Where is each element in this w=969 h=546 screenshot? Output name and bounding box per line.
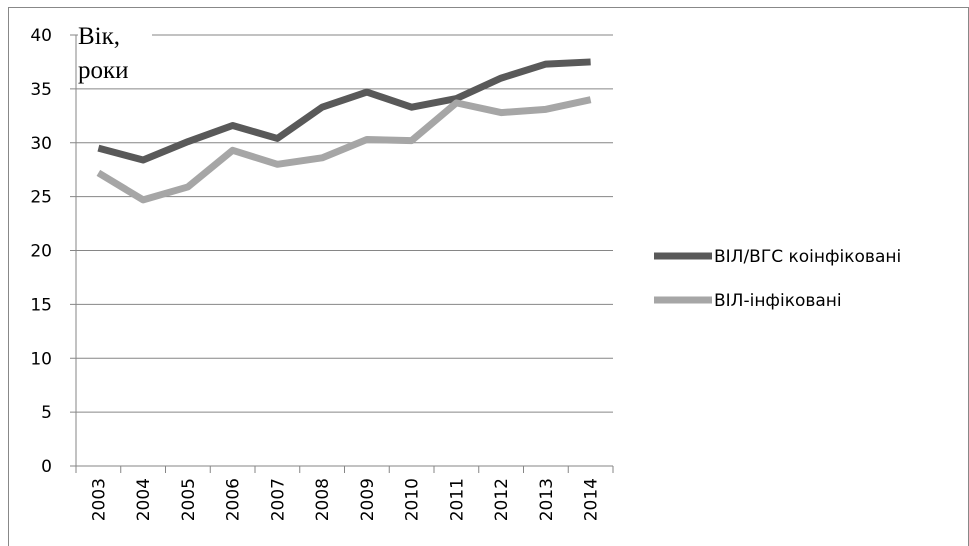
x-tick-label: 2013 <box>537 478 557 521</box>
y-tick-label: 15 <box>30 295 52 315</box>
x-tick-label: 2007 <box>268 478 288 521</box>
y-tick-label: 40 <box>30 26 52 46</box>
y-tick-label: 35 <box>30 80 52 100</box>
legend-label: ВІЛ-інфіковані <box>714 291 842 311</box>
x-tick-label: 2004 <box>134 478 154 521</box>
y-tick-label: 5 <box>41 403 52 423</box>
x-tick-label: 2005 <box>179 478 199 521</box>
frame <box>8 7 969 546</box>
x-tick-label: 2003 <box>89 478 109 521</box>
x-tick-label: 2006 <box>224 478 244 521</box>
x-tick-label: 2010 <box>403 478 423 521</box>
y-tick-label: 10 <box>30 349 52 369</box>
x-tick-label: 2008 <box>313 478 333 521</box>
series-line <box>97 58 591 164</box>
y-tick-label: 30 <box>30 134 52 154</box>
y-tick-label: 20 <box>30 242 52 262</box>
y-tick-label: 0 <box>41 457 52 477</box>
y-axis-label: Вік, роки <box>78 20 152 88</box>
x-tick-label: 2011 <box>447 478 467 521</box>
x-tick-label: 2014 <box>582 478 602 521</box>
x-tick-label: 2009 <box>358 478 378 521</box>
legend-label: ВІЛ/ВГС коінфіковані <box>714 247 901 267</box>
x-tick-label: 2012 <box>492 478 512 521</box>
y-tick-label: 25 <box>30 188 52 208</box>
series-line <box>96 96 592 204</box>
